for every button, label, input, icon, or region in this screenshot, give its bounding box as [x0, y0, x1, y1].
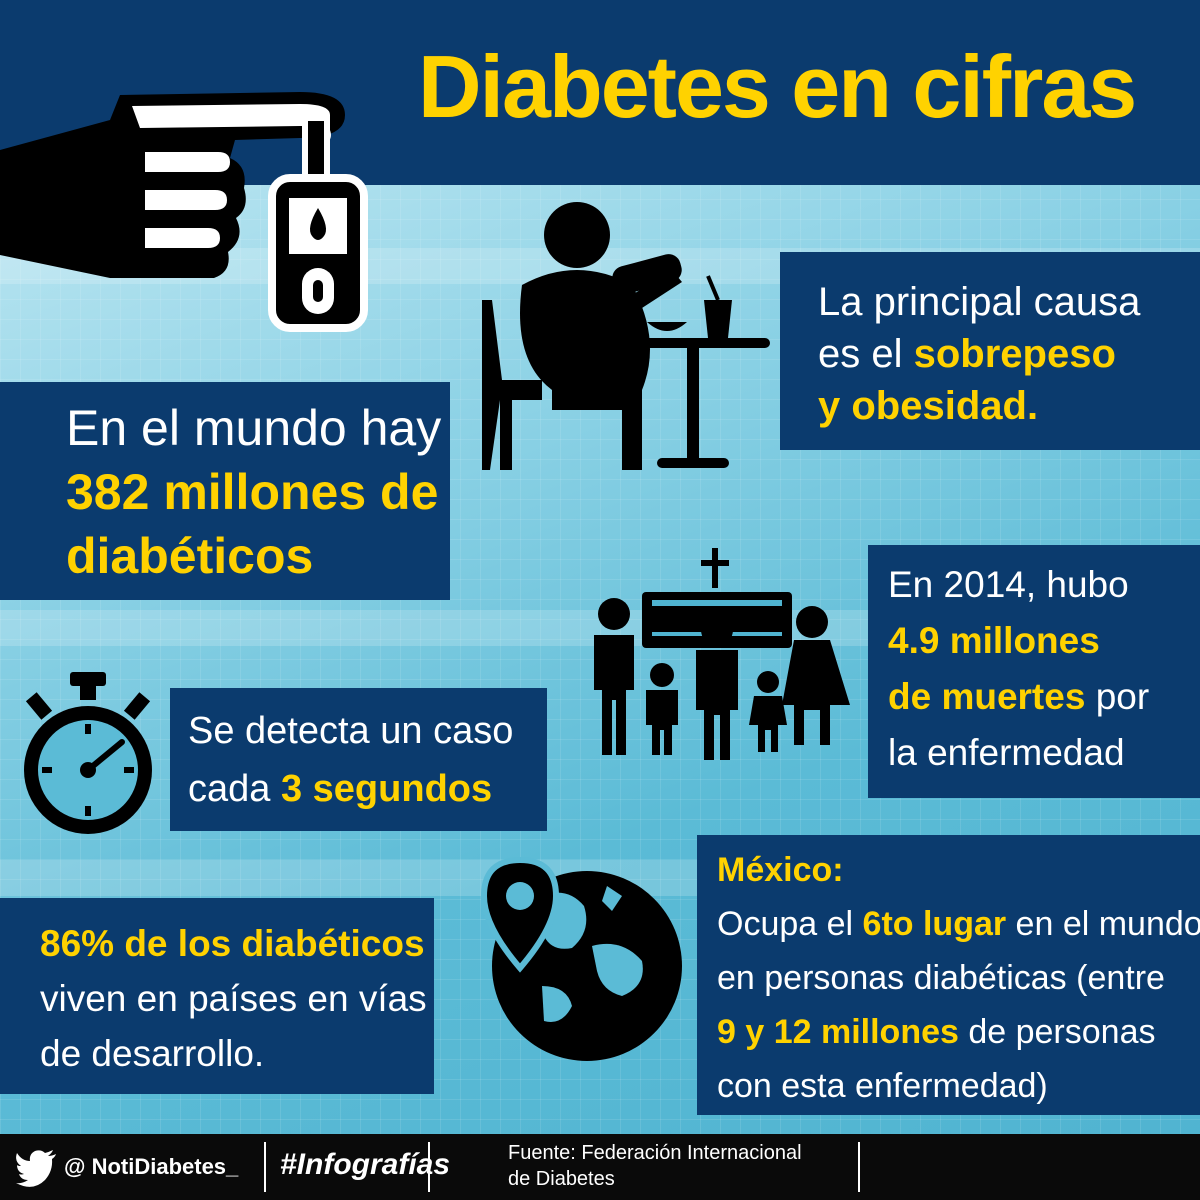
deaths-line-1: En 2014, hubo [888, 564, 1129, 605]
hashtag-infografias[interactable]: #Infografías [280, 1148, 451, 1181]
developing-highlight-percent: 86% de los diabéticos [40, 923, 425, 964]
twitter-bird-icon [16, 1150, 56, 1187]
mexico-heading: México: [717, 851, 844, 889]
source-line-2: de Diabetes [508, 1168, 615, 1190]
deaths-highlight-deaths: de muertes [888, 676, 1086, 717]
cause-box: La principal causa es el sobrepeso y obe… [780, 252, 1200, 450]
globe-location-icon [480, 856, 682, 1061]
source-line-1: Fuente: Federación Internacional [508, 1142, 802, 1164]
developing-line-3: de desarrollo. [40, 1033, 265, 1074]
mexico-line-1-pre: Ocupa el [717, 905, 863, 943]
developing-line-2: viven en países en vías [40, 978, 427, 1019]
person-eating-icon [482, 202, 770, 470]
detect-highlight-seconds: 3 segundos [280, 768, 493, 810]
cause-highlight-obesity: y obesidad. [818, 384, 1039, 428]
footer-divider [858, 1142, 860, 1192]
deaths-box: En 2014, hubo 4.9 millones de muertes po… [868, 545, 1200, 798]
stopwatch-icon [24, 672, 152, 834]
cause-highlight-overweight: sobrepeso [913, 332, 1116, 376]
detect-line-1: Se detecta un caso [188, 710, 514, 752]
world-highlight-number: 382 millones de [66, 464, 439, 520]
source-credit: Fuente: Federación Internacional de Diab… [508, 1140, 802, 1192]
page-title: Diabetes en cifras [418, 37, 1137, 136]
mexico-line-3-post: de personas [958, 1013, 1156, 1051]
cause-line-1: La principal causa [818, 280, 1141, 324]
twitter-handle[interactable]: @ NotiDiabetes_ [64, 1154, 239, 1179]
footer-bar: @ NotiDiabetes_ #Infografías Fuente: Fed… [0, 1134, 1200, 1200]
mexico-line-4: con esta enfermedad) [717, 1067, 1048, 1105]
mexico-highlight-rank: 6to lugar [862, 905, 1007, 943]
mexico-box: México: Ocupa el 6to lugar en el mundo e… [697, 835, 1200, 1115]
detect-line-2-text: cada [188, 768, 281, 810]
deaths-highlight-number: 4.9 millones [888, 620, 1100, 661]
developing-box: 86% de los diabéticos viven en países en… [0, 898, 434, 1094]
deaths-line-3-text: por [1085, 676, 1150, 717]
world-box: En el mundo hay 382 millones de diabétic… [0, 382, 450, 600]
world-line-1: En el mundo hay [66, 400, 442, 456]
hand-glucometer-icon [0, 92, 368, 332]
mexico-line-1-post: en el mundo [1006, 905, 1200, 943]
mexico-line-2: en personas diabéticas (entre [717, 959, 1165, 997]
footer-divider [264, 1142, 266, 1192]
detect-box: Se detecta un caso cada 3 segundos [170, 688, 547, 831]
mexico-highlight-millions: 9 y 12 millones [717, 1013, 959, 1051]
funeral-family-icon [594, 548, 850, 760]
footer-divider [428, 1142, 430, 1192]
world-highlight-diabetics: diabéticos [66, 528, 314, 584]
cause-line-2-text: es el [818, 332, 914, 376]
deaths-line-4: la enfermedad [888, 732, 1125, 773]
